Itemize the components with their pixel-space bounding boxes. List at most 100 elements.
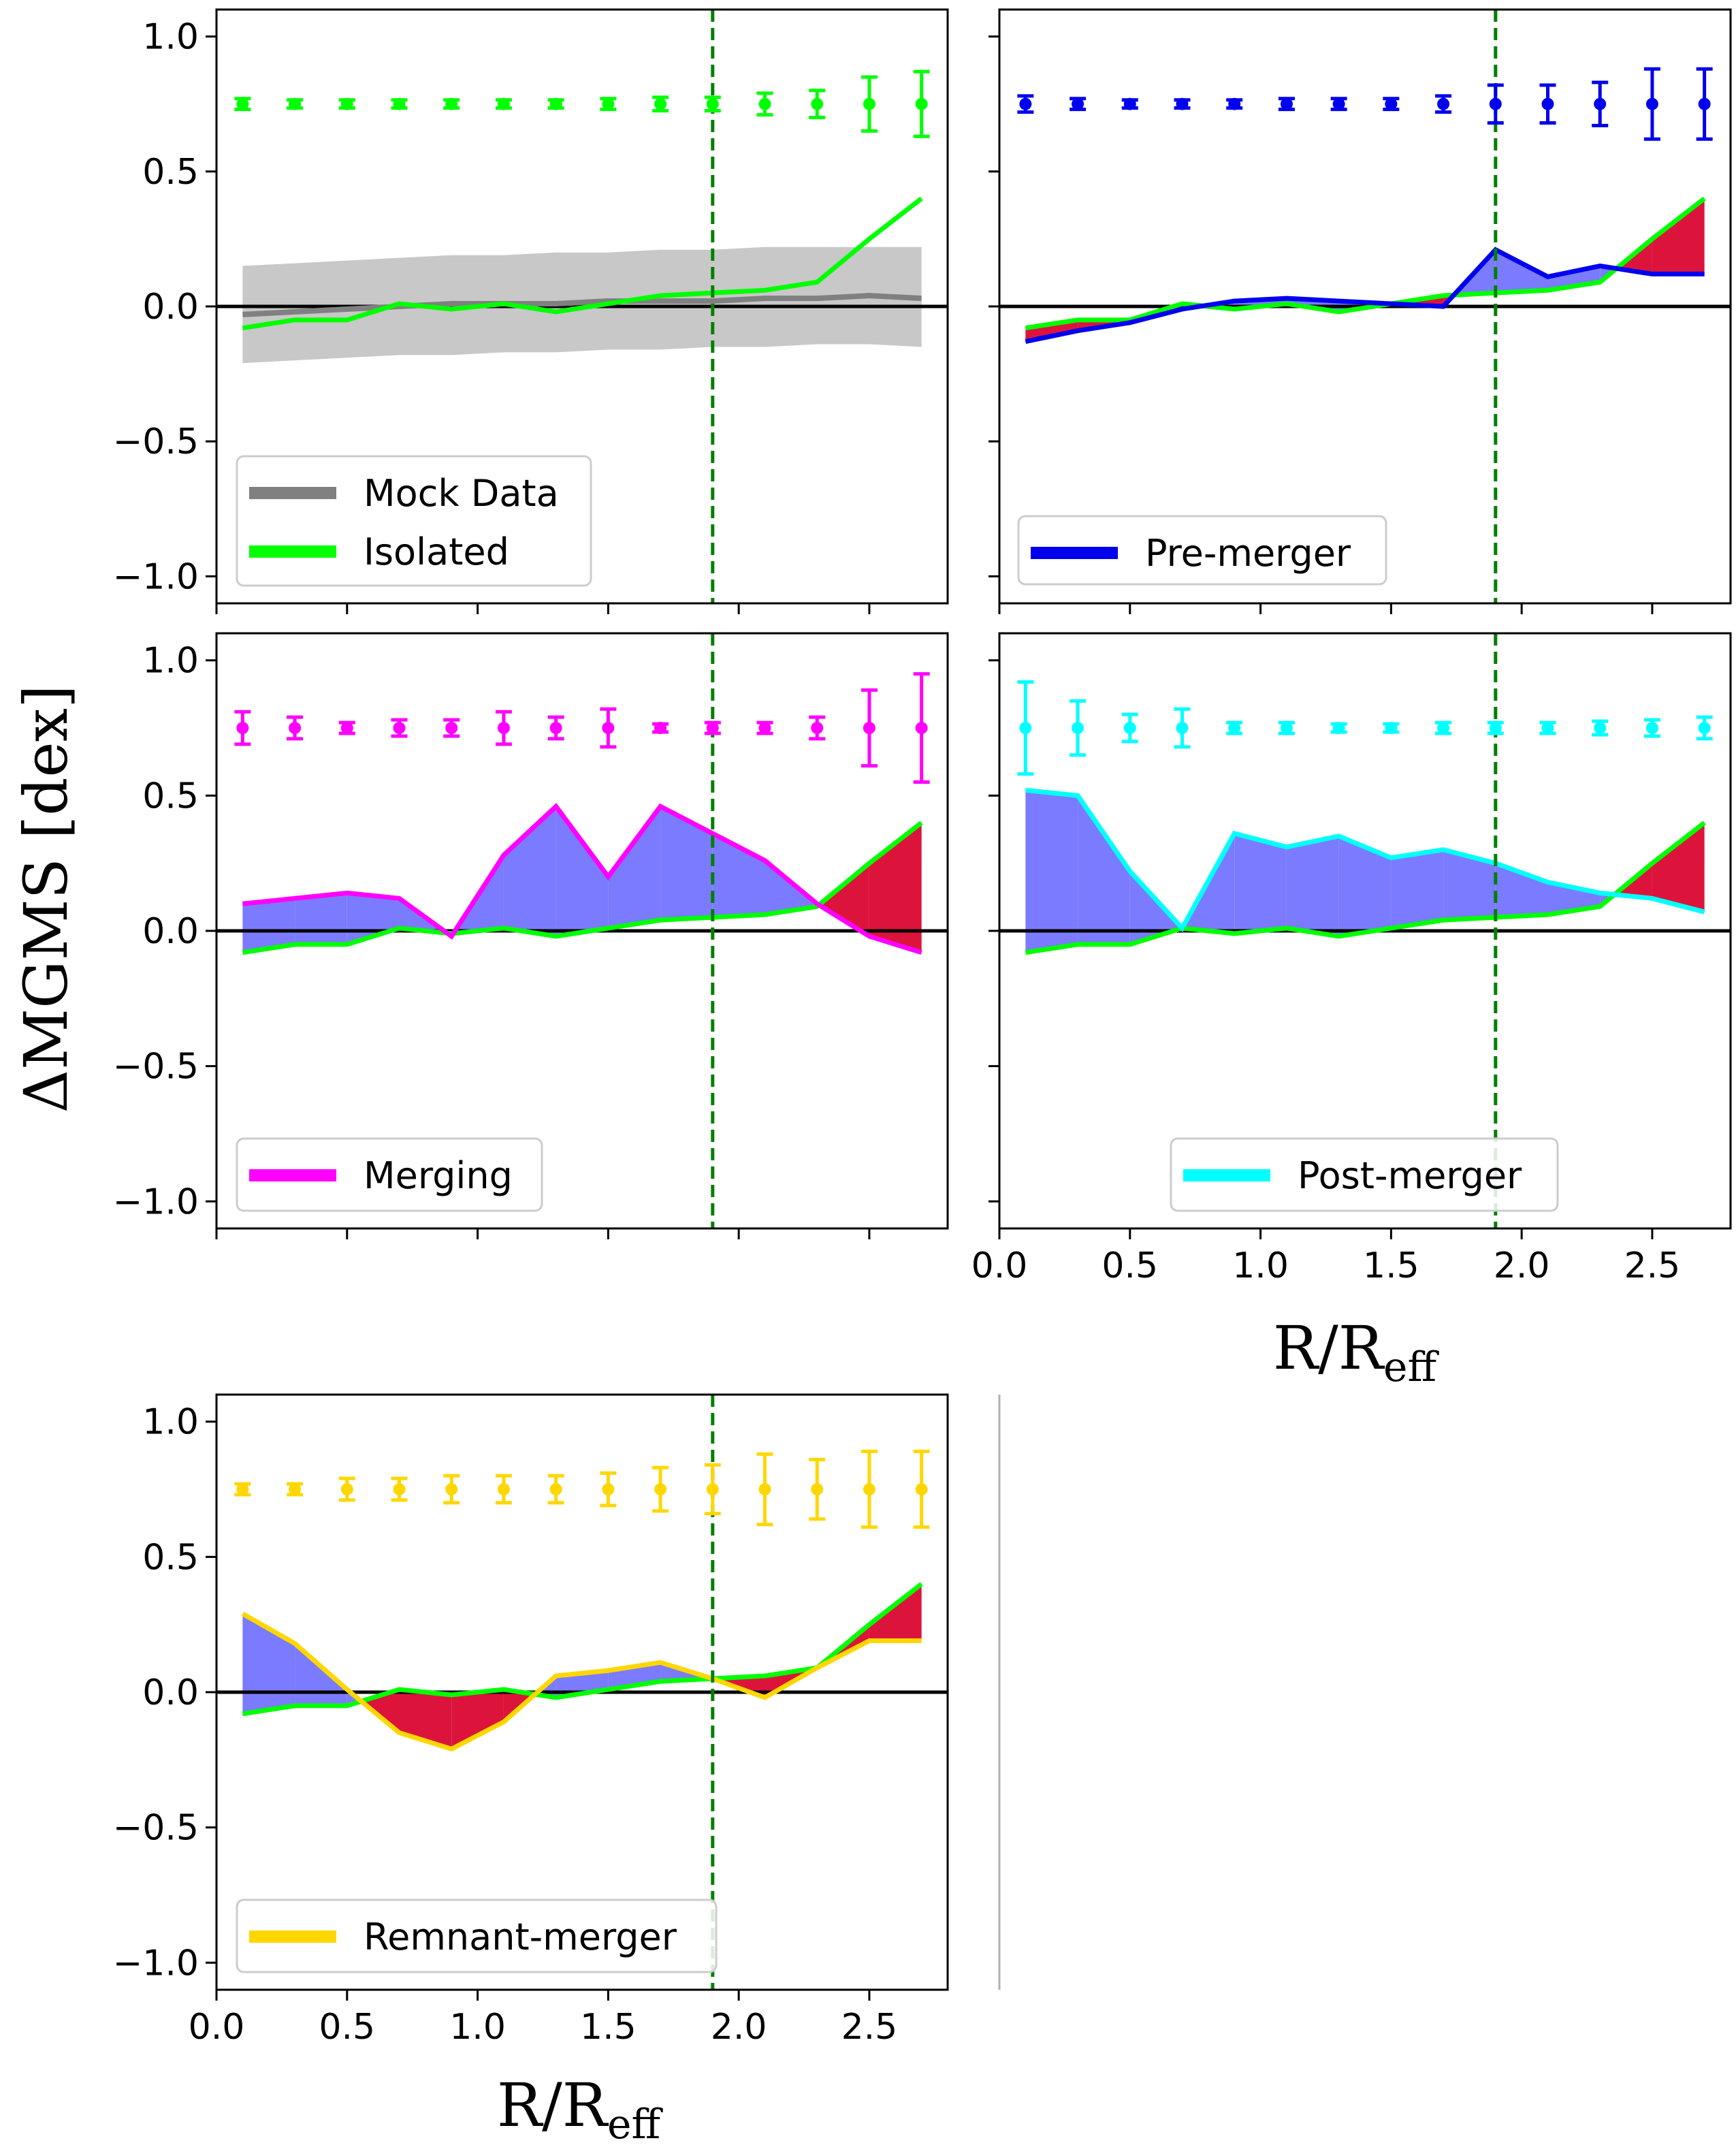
errorbar-point [1278, 720, 1295, 735]
errorbar-point [1487, 720, 1504, 735]
errorbar-point [391, 1476, 408, 1502]
x-tick-label: 0.0 [971, 1245, 1028, 1286]
merging-line [242, 803, 922, 955]
y-tick-label: −0.5 [113, 422, 199, 462]
errorbar-point [704, 720, 721, 735]
panel-remnant-merger: −1.0 −0.5 0.0 0.5 1.0 0.0 0.5 1.0 1.5 2.0 2.5 Remna… [113, 1393, 949, 2048]
errorbar-point [495, 1474, 512, 1505]
y-tick-label: 1.0 [142, 17, 199, 58]
fill-below-isolated [1652, 198, 1705, 274]
errorbar-point [443, 97, 460, 110]
errorbar-point [1226, 720, 1243, 735]
errorbar-point [913, 1449, 930, 1529]
errorbar-point [547, 1474, 564, 1505]
panel-merging: −1.0 −0.5 0.0 0.5 1.0 Merging [113, 632, 949, 1239]
errorbar-point [600, 97, 617, 112]
errorbar-point [1383, 722, 1400, 735]
isolated-line [1025, 196, 1706, 331]
plot-area-pre-merger [999, 10, 1731, 603]
post-merger-line [1025, 787, 1705, 932]
errorbar-point [1226, 97, 1243, 110]
errorbar-point [1383, 97, 1400, 112]
errorbar-point [234, 710, 251, 746]
errorbar-point [1487, 83, 1504, 125]
fill-above-isolated [295, 1643, 347, 1706]
mock-data-line [242, 293, 922, 317]
errorbar-point [1435, 94, 1452, 114]
panel-isolated: −1.0 −0.5 0.0 0.5 1.0 Mock Data Isolated [113, 8, 949, 614]
panel-post-merger: 0.0 0.5 1.0 1.5 2.0 2.5 Post-merger [971, 632, 1732, 1286]
y-tick-label: 1.0 [142, 1402, 199, 1443]
errorbar-point [809, 1457, 826, 1521]
remnant-merger-line [241, 1611, 922, 1752]
errorbar-point [652, 722, 669, 735]
x-tick-label: 1.5 [580, 2007, 637, 2048]
y-axis-label: ΔMGMS [dex] [11, 684, 81, 1113]
x-tick-label: 2.0 [1494, 1245, 1550, 1286]
y-tick-label: 0.0 [142, 1672, 199, 1713]
y-tick-label: −1.0 [113, 1181, 199, 1222]
y-tick-label: 0.5 [142, 152, 199, 193]
x-axis-label-bottom: R/Reff [497, 2070, 664, 2145]
y-axis-label-prefix: Δ [11, 1070, 81, 1113]
fill-above-isolated [1443, 849, 1496, 921]
errorbar-point [338, 1476, 355, 1502]
errorbar-point [861, 688, 878, 768]
legend-label: Isolated [364, 530, 509, 573]
legend-label: Pre-merger [1145, 532, 1351, 575]
fill-above-isolated [242, 898, 295, 953]
fill-below-isolated [1025, 319, 1078, 342]
fill-above-isolated [295, 893, 347, 944]
fill-above-isolated [1338, 836, 1392, 936]
x-tick-label: 1.0 [449, 2007, 506, 2048]
x-tick-label: 1.5 [1363, 1245, 1419, 1286]
fill-above-isolated [503, 806, 556, 936]
plot-area-isolated [216, 10, 948, 603]
errorbar-point [1174, 707, 1191, 749]
errorbar-point [1330, 722, 1347, 735]
errorbar-point [547, 97, 564, 110]
errorbar-point [1643, 718, 1660, 738]
fill-above-isolated [556, 806, 609, 936]
y-tick-label: −0.5 [113, 1808, 199, 1849]
fill-below-isolated [399, 1689, 452, 1749]
panels-layer: −1.0 −0.5 0.0 0.5 1.0 Mock Data Isolated Pre-me… [113, 8, 1732, 2048]
isolated-line [242, 196, 923, 331]
errorbar-point [861, 75, 878, 133]
legend-remnant-merger: Remnant-merger [236, 1898, 718, 1973]
errorbar-point [391, 97, 408, 110]
errorbar-point [809, 89, 826, 120]
fill-above-isolated [1129, 871, 1183, 944]
errorbar-point [287, 97, 304, 110]
plot-area-merging [216, 633, 948, 1228]
fill-above-isolated [608, 806, 661, 929]
x-axis-label-right-main: R/R [1273, 1313, 1385, 1383]
errorbar-point [495, 97, 512, 110]
y-tick-label: 0.5 [142, 776, 199, 816]
errorbar-point [704, 1463, 721, 1516]
errorbar-point [704, 95, 721, 113]
x-tick-label: 0.0 [189, 2007, 245, 2048]
x-tick-label: 2.0 [711, 2007, 767, 2048]
y-tick-label: −0.5 [113, 1047, 199, 1087]
errorbar-point [1539, 720, 1556, 735]
x-tick-label: 1.0 [1232, 1245, 1289, 1286]
errorbar-point [1696, 715, 1713, 741]
legend-pre-merger: Pre-merger [1017, 515, 1387, 586]
fill-above-isolated [1025, 790, 1078, 953]
legend-post-merger: Post-merger [1170, 1137, 1559, 1212]
plot-area-remnant-merger [216, 1395, 948, 1990]
x-axis-label-right-sub: eff [1383, 1344, 1440, 1391]
legend-label: Post-merger [1298, 1154, 1522, 1197]
errorbar-point [600, 707, 617, 749]
fill-above-isolated [660, 806, 713, 921]
errorbar-point [234, 1482, 251, 1497]
errorbar-point [287, 1482, 304, 1497]
errorbar-point [287, 715, 304, 741]
legend-label: Merging [364, 1154, 513, 1197]
fill-above-isolated [1495, 863, 1548, 918]
pre-merger-line [1025, 247, 1705, 344]
errorbar-point [1592, 80, 1609, 127]
y-tick-label: 0.0 [142, 287, 199, 328]
